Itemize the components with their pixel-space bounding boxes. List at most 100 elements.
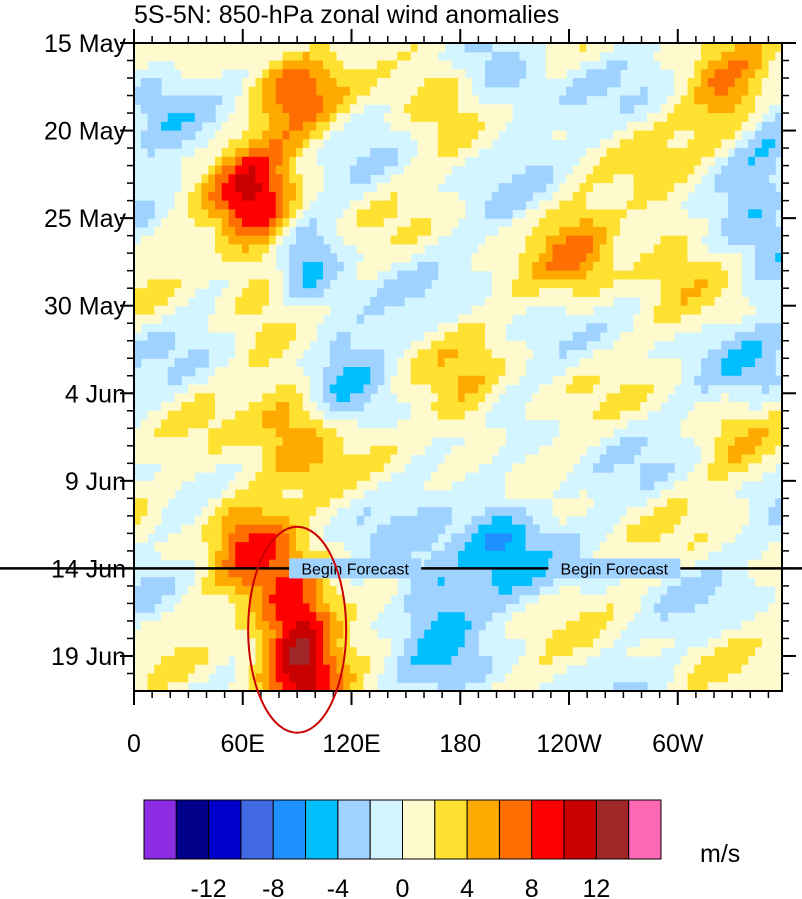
field-cell [269, 489, 277, 499]
field-cell [275, 183, 284, 193]
field-cell [316, 78, 324, 88]
field-cell [363, 209, 371, 219]
field-cell [775, 410, 782, 421]
field-cell [417, 585, 425, 596]
field-cell [174, 43, 182, 53]
field-cell [680, 209, 689, 219]
field-cell [269, 428, 277, 438]
field-cell [262, 323, 270, 333]
field-cell [532, 296, 540, 307]
field-cell [181, 463, 189, 473]
field-cell [755, 226, 763, 237]
field-cell [674, 226, 682, 237]
field-cell [485, 314, 493, 324]
field-cell [572, 218, 581, 228]
field-cell [505, 367, 513, 377]
field-cell [228, 156, 236, 167]
field-cell [208, 139, 216, 149]
field-cell [559, 410, 567, 421]
field-cell [458, 542, 466, 552]
field-cell [242, 489, 250, 499]
field-cell [451, 358, 459, 368]
field-cell [741, 121, 749, 132]
field-cell [437, 682, 446, 691]
field-cell [437, 95, 446, 105]
field-cell [761, 638, 770, 648]
field-cell [768, 577, 776, 587]
field-cell [559, 463, 567, 473]
field-cell [761, 95, 770, 105]
field-cell [491, 279, 500, 289]
field-cell [410, 515, 419, 526]
field-cell [633, 279, 641, 289]
field-cell [458, 594, 466, 605]
field-cell [687, 261, 695, 272]
field-cell [694, 165, 702, 175]
field-cell [532, 410, 540, 421]
field-cell [471, 454, 479, 464]
field-cell [215, 296, 223, 307]
field-cell [471, 655, 479, 666]
field-cell [302, 314, 311, 324]
field-cell [370, 638, 378, 648]
field-cell [316, 498, 324, 508]
field-cell [134, 261, 142, 272]
field-cell [147, 86, 155, 97]
field-cell [525, 480, 533, 491]
field-cell [363, 349, 371, 359]
field-cell [768, 331, 776, 342]
field-cell [471, 550, 479, 561]
field-cell [532, 209, 540, 219]
field-cell [161, 43, 169, 53]
field-cell [289, 113, 297, 123]
field-cell [444, 165, 452, 175]
field-cell [701, 253, 709, 263]
field-cell [424, 568, 432, 578]
field-cell [363, 43, 371, 53]
field-cell [485, 323, 493, 333]
field-cell [464, 603, 473, 613]
field-cell [235, 375, 243, 386]
field-cell [491, 253, 500, 263]
field-cell [525, 620, 533, 631]
field-cell [714, 51, 722, 62]
field-cell [242, 638, 250, 648]
field-cell [397, 78, 405, 88]
field-cell [221, 445, 230, 456]
field-cell [221, 559, 230, 570]
field-cell [161, 682, 169, 691]
field-cell [471, 402, 479, 412]
field-cell [451, 594, 459, 605]
field-cell [593, 270, 601, 281]
field-cell [282, 165, 290, 175]
field-cell [221, 384, 230, 394]
field-cell [397, 375, 405, 386]
field-cell [498, 349, 506, 359]
field-cell [478, 559, 486, 570]
field-cell [174, 296, 182, 307]
field-cell [269, 174, 277, 184]
field-cell [269, 542, 277, 552]
field-cell [518, 664, 527, 675]
field-cell [262, 664, 270, 675]
field-cell [552, 507, 560, 517]
field-cell [674, 218, 682, 228]
field-cell [255, 156, 263, 167]
field-cell [215, 437, 223, 447]
field-cell [255, 235, 263, 246]
field-cell [525, 279, 533, 289]
field-cell [633, 550, 641, 561]
field-cell [309, 620, 317, 631]
field-cell [525, 209, 533, 219]
field-cell [728, 121, 736, 132]
field-cell [329, 60, 338, 70]
field-cell [755, 454, 763, 464]
field-cell [761, 121, 770, 132]
field-cell [424, 480, 432, 491]
field-cell [444, 682, 452, 691]
field-cell [721, 174, 729, 184]
field-cell [147, 682, 155, 691]
field-cell [728, 428, 736, 438]
field-cell [680, 603, 689, 613]
field-cell [566, 253, 574, 263]
